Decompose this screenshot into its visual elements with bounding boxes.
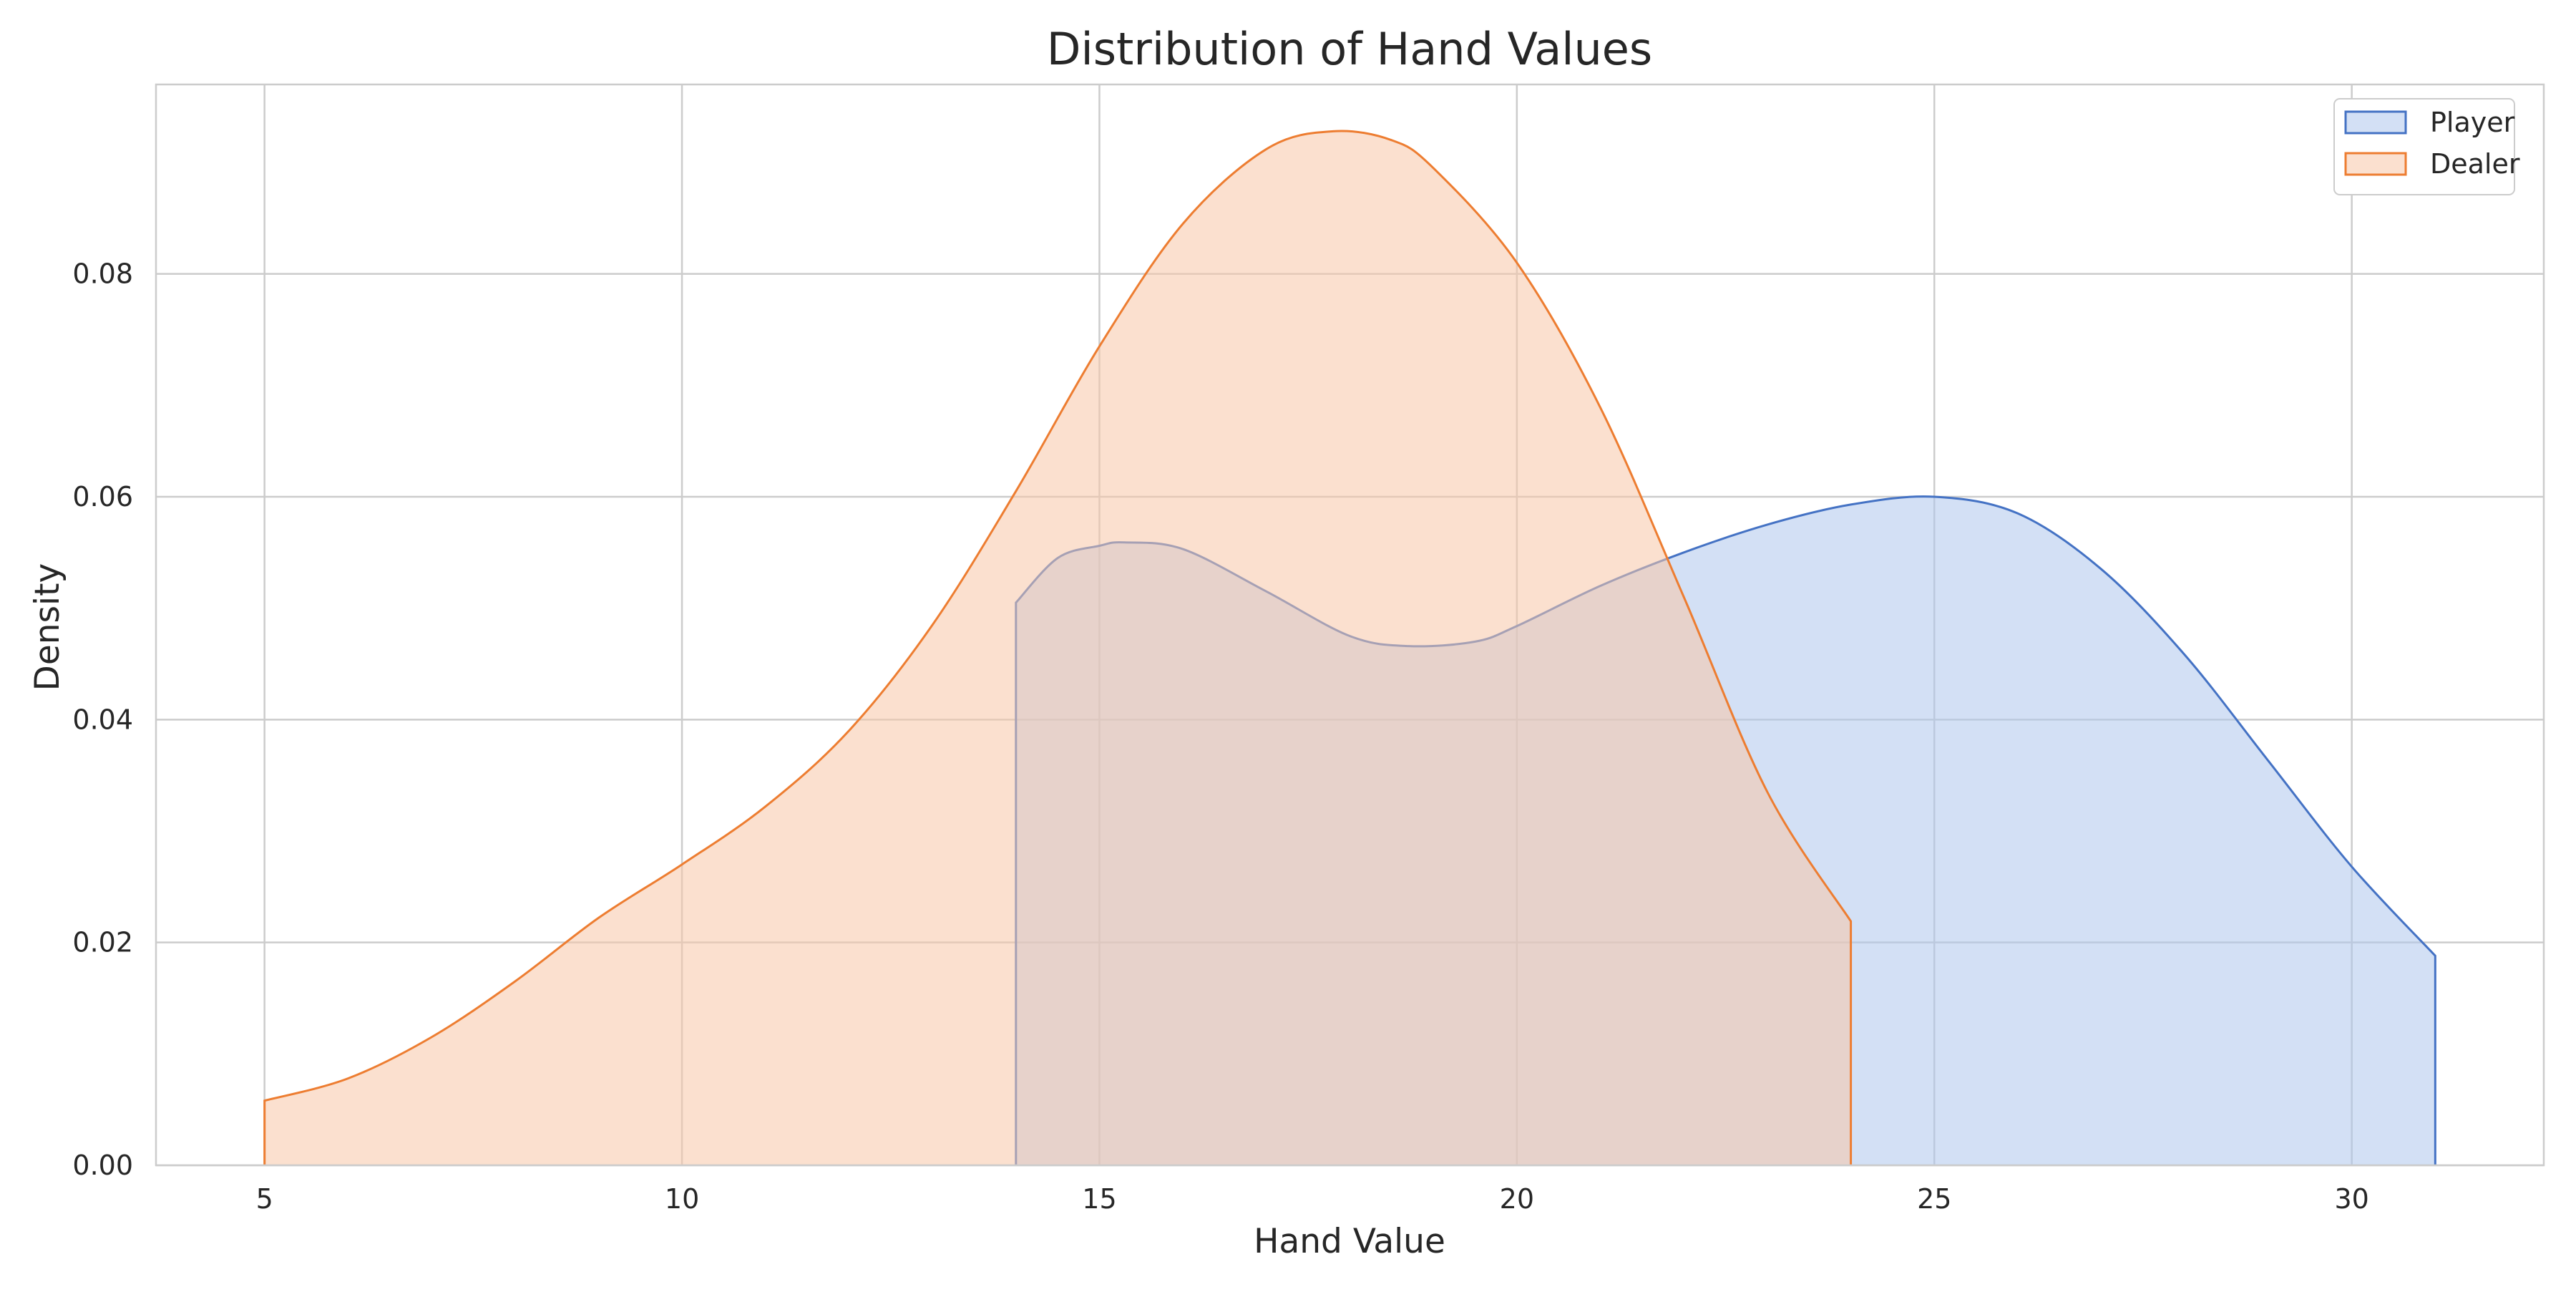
x-tick-label: 30	[2334, 1183, 2368, 1215]
x-tick-label: 15	[1082, 1183, 1116, 1215]
y-tick-label: 0.08	[72, 258, 133, 290]
y-tick-label: 0.02	[72, 927, 133, 958]
x-tick-label: 5	[256, 1183, 273, 1215]
x-tick-label: 20	[1500, 1183, 1534, 1215]
plot-frame	[155, 83, 2545, 1167]
legend-swatch-player	[2344, 110, 2407, 135]
x-axis-ticks: 5 10 15 20 25 30	[256, 1183, 2369, 1215]
y-axis-ticks: 0.00 0.02 0.04 0.06 0.08	[72, 258, 133, 1181]
x-tick-label: 10	[665, 1183, 699, 1215]
legend-label-dealer: Dealer	[2430, 148, 2520, 180]
series-layer	[263, 130, 2436, 1166]
y-tick-label: 0.04	[72, 704, 133, 735]
x-tick-label: 25	[1917, 1183, 1951, 1215]
x-axis-label: Hand Value	[1254, 1222, 1445, 1261]
chart-title: Distribution of Hand Values	[1047, 23, 1652, 75]
legend: Player Dealer	[2333, 98, 2520, 195]
y-axis-label: Density	[28, 563, 67, 691]
legend-swatch-dealer	[2344, 152, 2407, 176]
y-tick-label: 0.06	[72, 481, 133, 513]
y-tick-label: 0.00	[72, 1150, 133, 1181]
area-fill-dealer	[264, 130, 1851, 1166]
density-line-dealer	[263, 130, 1853, 1165]
legend-label-player: Player	[2430, 107, 2515, 138]
